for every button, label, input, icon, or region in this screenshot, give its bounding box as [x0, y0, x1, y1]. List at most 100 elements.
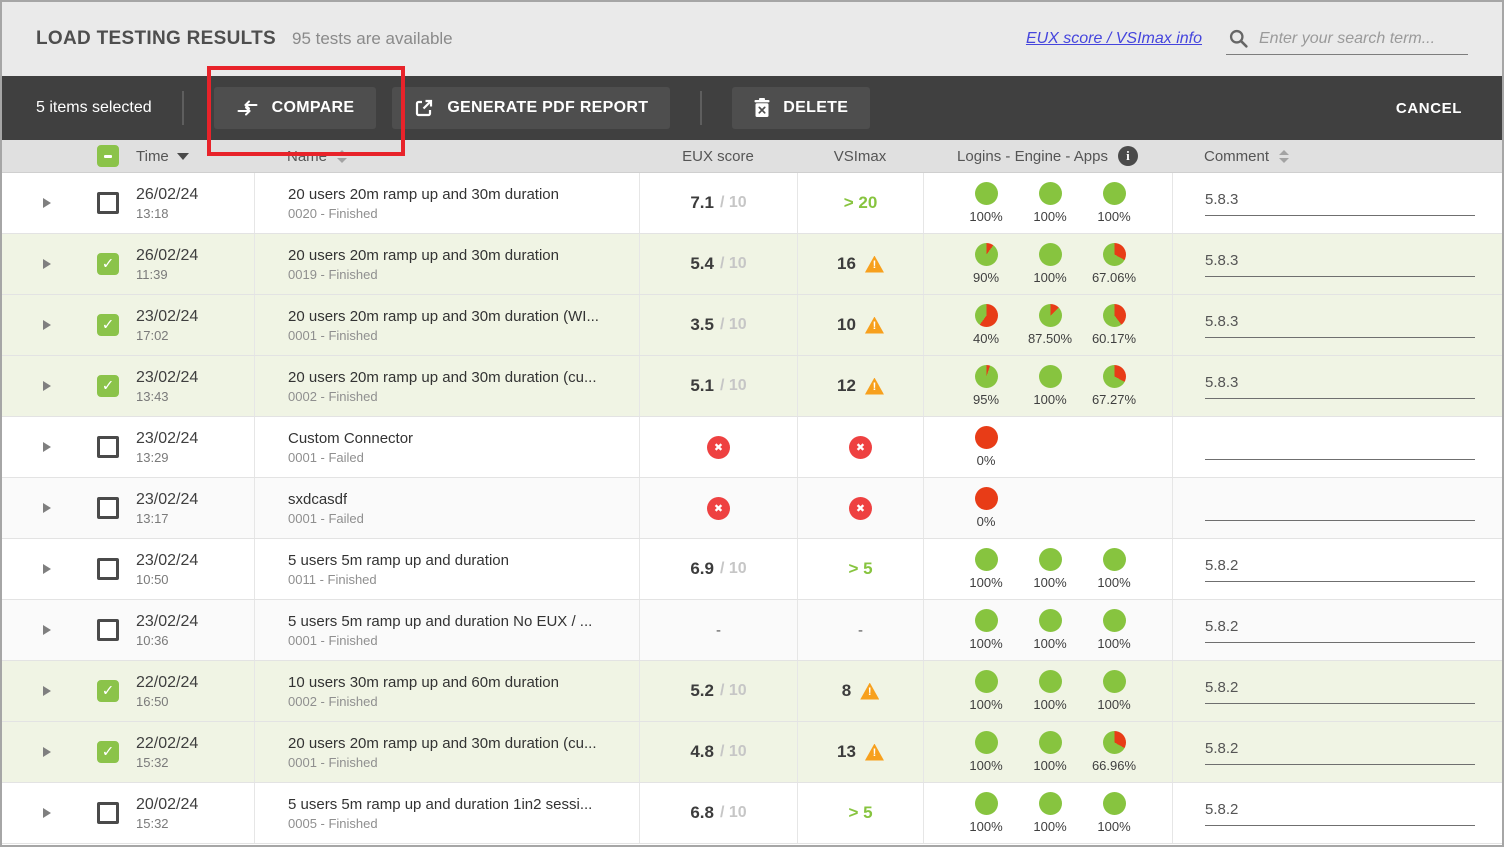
row-checkbox[interactable]: [97, 192, 119, 214]
row-checkbox[interactable]: [97, 802, 119, 824]
logins-cell: 40% 87.50% 60.17%: [923, 295, 1172, 355]
row-checkbox[interactable]: [97, 741, 119, 763]
row-time: 13:43: [136, 388, 169, 404]
search-input[interactable]: Enter your search term...: [1226, 23, 1468, 55]
test-name: 5 users 5m ramp up and duration: [288, 551, 509, 569]
vsimax-cell: > 5: [797, 783, 923, 843]
expand-arrow-icon[interactable]: [43, 259, 51, 269]
comment-field[interactable]: 5.8.2: [1205, 801, 1475, 826]
eux-value: 5.4: [690, 254, 714, 273]
eux-denominator: / 10: [719, 316, 747, 333]
pie-chart: 100%: [1082, 182, 1146, 224]
comment-field[interactable]: 5.8.3: [1205, 313, 1475, 338]
pie-chart: 100%: [954, 548, 1018, 590]
comment-field[interactable]: 5.8.2: [1205, 618, 1475, 643]
pie-chart: 100%: [1018, 792, 1082, 834]
row-date: 23/02/24: [136, 490, 199, 508]
pie-chart: 100%: [1018, 548, 1082, 590]
pie-circle-icon: [1102, 243, 1126, 266]
table-row: 26/02/24 11:39 20 users 20m ramp up and …: [2, 234, 1502, 295]
select-all-checkbox[interactable]: [97, 145, 119, 167]
expand-arrow-icon[interactable]: [43, 564, 51, 574]
table-row: 22/02/24 15:32 20 users 20m ramp up and …: [2, 722, 1502, 783]
selection-toolbar: 5 items selected COMPARE GENERATE PDF RE…: [2, 76, 1502, 140]
pie-chart: 100%: [1018, 609, 1082, 651]
row-checkbox[interactable]: [97, 497, 119, 519]
expand-arrow-icon[interactable]: [43, 320, 51, 330]
expand-arrow-icon[interactable]: [43, 198, 51, 208]
comment-field[interactable]: 5.8.2: [1205, 740, 1475, 765]
expand-arrow-icon[interactable]: [43, 442, 51, 452]
comment-field[interactable]: [1205, 435, 1475, 460]
comment-field[interactable]: 5.8.2: [1205, 557, 1475, 582]
comment-field[interactable]: [1205, 496, 1475, 521]
eux-denominator: / 10: [719, 194, 747, 211]
expand-arrow-icon[interactable]: [43, 747, 51, 757]
expand-arrow-icon[interactable]: [43, 686, 51, 696]
pie-circle-icon: [1038, 670, 1062, 693]
search-placeholder: Enter your search term...: [1259, 29, 1436, 47]
pie-circle-icon: [1038, 365, 1062, 388]
row-checkbox[interactable]: [97, 680, 119, 702]
vsimax-cell: 8: [797, 661, 923, 721]
info-icon[interactable]: [1117, 146, 1138, 166]
row-date: 23/02/24: [136, 429, 199, 447]
trash-icon: [754, 98, 770, 118]
row-checkbox[interactable]: [97, 619, 119, 641]
expand-arrow-icon[interactable]: [43, 381, 51, 391]
test-name: 20 users 20m ramp up and 30m duration (W…: [288, 307, 599, 325]
vsi-value: 12: [837, 376, 856, 395]
expand-arrow-icon[interactable]: [43, 625, 51, 635]
logins-cell: 100% 100% 100%: [923, 783, 1172, 843]
failed-icon: [849, 435, 872, 459]
row-time: 17:02: [136, 327, 169, 343]
pie-label: 100%: [1033, 636, 1067, 651]
row-checkbox[interactable]: [97, 375, 119, 397]
column-header-comment[interactable]: Comment: [1172, 148, 1502, 165]
delete-button[interactable]: DELETE: [732, 87, 871, 129]
pie-label: 100%: [1097, 636, 1131, 651]
pie-label: 95%: [972, 392, 1000, 407]
compare-button[interactable]: COMPARE: [213, 87, 377, 129]
comment-field[interactable]: 5.8.2: [1205, 679, 1475, 704]
cancel-button[interactable]: CANCEL: [1390, 99, 1468, 118]
pie-label: 100%: [1033, 697, 1067, 712]
expand-arrow-icon[interactable]: [43, 808, 51, 818]
pie-chart: 67.27%: [1082, 365, 1146, 407]
pie-label: 67.27%: [1091, 392, 1137, 407]
pie-chart: 100%: [954, 182, 1018, 224]
pie-chart: 100%: [1018, 670, 1082, 712]
eux-cell: 6.8 / 10: [639, 783, 797, 843]
comment-field[interactable]: 5.8.3: [1205, 252, 1475, 277]
row-date: 22/02/24: [136, 673, 199, 691]
vsi-value: > 5: [848, 803, 873, 822]
column-header-vsimax: VSImax: [833, 147, 887, 165]
column-header-eux-score: EUX score: [682, 147, 754, 165]
expand-arrow-icon[interactable]: [43, 503, 51, 513]
generate-pdf-report-button[interactable]: GENERATE PDF REPORT: [392, 87, 671, 129]
test-name: 5 users 5m ramp up and duration 1in2 ses…: [288, 795, 593, 813]
comment-field[interactable]: 5.8.3: [1205, 191, 1475, 216]
row-checkbox[interactable]: [97, 314, 119, 336]
column-header-logins-engine-apps: Logins - Engine - Apps: [923, 146, 1172, 166]
column-header-time[interactable]: Time: [136, 148, 189, 165]
page-header: LOAD TESTING RESULTS 95 tests are availa…: [2, 2, 1502, 76]
table-row: 23/02/24 13:17 sxdcasdf 0001 - Failed 0%: [2, 478, 1502, 539]
pie-chart: 100%: [1018, 243, 1082, 285]
delete-button-label: DELETE: [783, 99, 849, 116]
comment-field[interactable]: 5.8.3: [1205, 374, 1475, 399]
eux-value: 6.9: [690, 559, 714, 578]
row-checkbox[interactable]: [97, 558, 119, 580]
row-checkbox[interactable]: [97, 253, 119, 275]
vsi-value: > 20: [843, 193, 878, 212]
test-status: 0001 - Finished: [288, 632, 378, 648]
generate-pdf-button-label: GENERATE PDF REPORT: [447, 99, 649, 116]
export-icon: [414, 98, 434, 118]
eux-vsimax-info-link[interactable]: EUX score / VSImax info: [1025, 30, 1202, 47]
warning-icon: [864, 316, 884, 334]
row-checkbox[interactable]: [97, 436, 119, 458]
compare-icon: [236, 100, 259, 116]
column-header-name[interactable]: Name: [254, 148, 639, 165]
failed-icon: [849, 496, 872, 520]
table-row: 23/02/24 13:43 20 users 20m ramp up and …: [2, 356, 1502, 417]
